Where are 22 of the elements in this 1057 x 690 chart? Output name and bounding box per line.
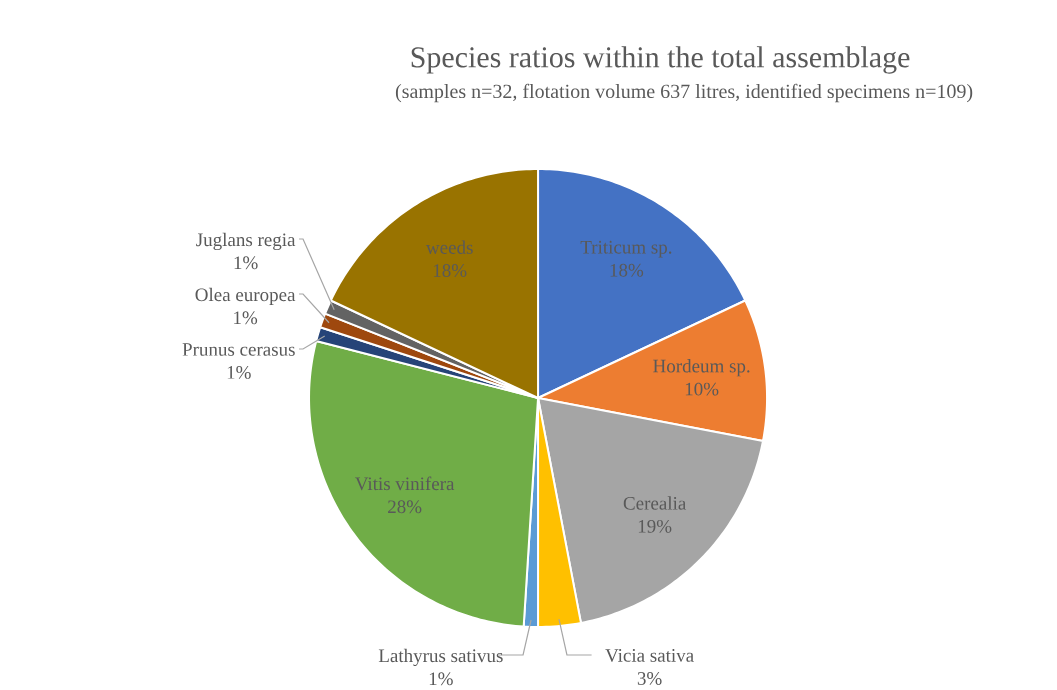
data-label: 3% bbox=[637, 672, 662, 685]
data-label: 28% bbox=[388, 500, 422, 514]
data-label: 18% bbox=[433, 264, 467, 277]
slice-label: weeds bbox=[425, 240, 473, 254]
slice-label: Prunus cerasus bbox=[182, 343, 295, 356]
chart-subtitle: (samples n=32, flotation volume 637 litres, identified specimens n=109) bbox=[395, 83, 973, 103]
slice-label: Lathyrus sativus bbox=[378, 648, 503, 667]
slice-label: Hordeum sp. bbox=[653, 359, 750, 377]
slice-label: Olea europea bbox=[195, 287, 296, 306]
data-label: 1% bbox=[227, 365, 251, 379]
data-label: 18% bbox=[610, 263, 644, 277]
slice-label: Cerealia bbox=[623, 496, 687, 510]
slice-label: Vitis vinifera bbox=[355, 476, 455, 491]
slice-label: Triticum sp. bbox=[580, 240, 672, 258]
slice-label: Juglans regia bbox=[196, 232, 296, 251]
data-label: 10% bbox=[685, 382, 719, 396]
data-label: 1% bbox=[234, 256, 258, 270]
data-label: 1% bbox=[429, 672, 453, 686]
chart-title: Species ratios within the total assemblage bbox=[411, 46, 910, 74]
data-label: 19% bbox=[638, 519, 672, 533]
slice-label: Vicia sativa bbox=[605, 649, 694, 662]
data-label: 1% bbox=[234, 311, 258, 325]
